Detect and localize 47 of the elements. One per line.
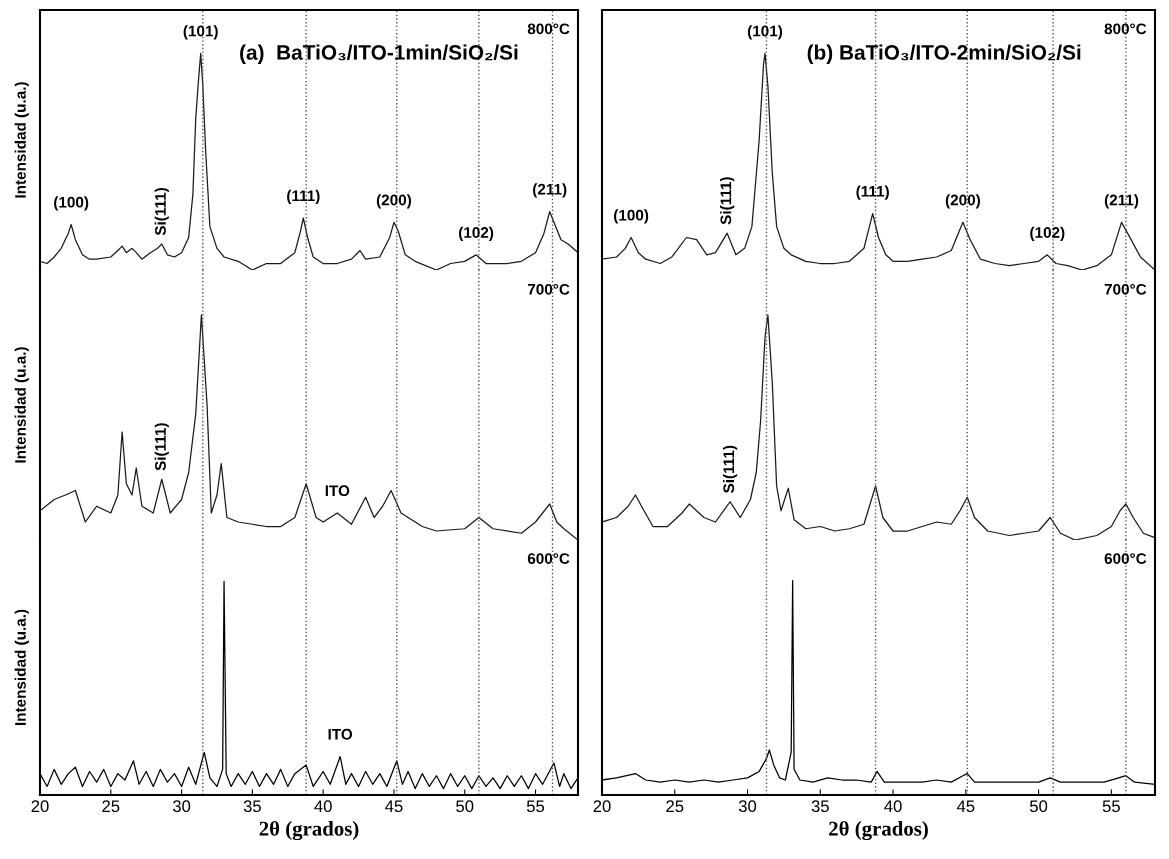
x-axis-title: 2θ (grados) bbox=[829, 820, 928, 841]
x-tick-label: 25 bbox=[666, 800, 684, 813]
annotation: (102) bbox=[1030, 226, 1065, 241]
annotation: ITO bbox=[328, 728, 353, 740]
x-tick-label: 40 bbox=[884, 800, 902, 813]
annotation: (100) bbox=[54, 196, 89, 211]
annotation: (100) bbox=[614, 209, 649, 224]
x-tick-label: 55 bbox=[1102, 800, 1120, 813]
text: 600°C bbox=[1104, 553, 1147, 564]
x-tick-label: 35 bbox=[811, 800, 829, 813]
x-tick-label: 20 bbox=[31, 800, 49, 813]
chart-title: (b) BaTiO₃/ITO-2min/SiO₂/Si bbox=[807, 44, 1081, 64]
chart-title: (a) BaTiO₃/ITO-1min/SiO₂/Si bbox=[240, 44, 518, 64]
x-tick-label: 45 bbox=[385, 800, 403, 813]
x-tick-label: 30 bbox=[738, 800, 757, 813]
x-tick-label: 25 bbox=[102, 800, 120, 813]
x-tick-label: 30 bbox=[172, 800, 191, 813]
text: 700°C bbox=[527, 283, 570, 295]
annotation: (111) bbox=[287, 189, 320, 205]
annotation: (211) bbox=[1104, 194, 1139, 209]
x-tick-label: 55 bbox=[526, 800, 545, 813]
annotation: (101) bbox=[183, 25, 218, 40]
annotation: Si(111) bbox=[154, 188, 169, 236]
annotation: Si(111) bbox=[722, 445, 738, 493]
annotation: (200) bbox=[376, 194, 412, 209]
annotation: (101) bbox=[747, 25, 783, 40]
x-axis-title: 2θ (grados) bbox=[259, 820, 359, 841]
text: 800°C bbox=[527, 23, 570, 35]
text: 600°C bbox=[527, 553, 570, 564]
text: 800°C bbox=[1104, 23, 1147, 35]
y-axis-title: Intensidad (u.a.) bbox=[14, 82, 29, 198]
annotation: (200) bbox=[945, 194, 980, 209]
x-tick-label: 20 bbox=[593, 800, 611, 813]
x-tick-label: 45 bbox=[956, 800, 975, 813]
y-axis-title: Intensidad (u.a.) bbox=[14, 609, 29, 726]
annotation: (211) bbox=[533, 183, 567, 198]
annotation: ITO bbox=[325, 485, 350, 497]
text: 700°C bbox=[1104, 283, 1147, 295]
annotation: Si(111) bbox=[154, 423, 169, 471]
annotation: Si(111) bbox=[720, 177, 735, 225]
annotation: (102) bbox=[458, 226, 494, 241]
x-tick-label: 50 bbox=[456, 800, 474, 813]
x-tick-label: 40 bbox=[314, 800, 332, 813]
x-tick-label: 50 bbox=[1029, 800, 1048, 813]
y-axis-title: Intensidad (u.a.) bbox=[14, 347, 29, 463]
annotation: (111) bbox=[856, 185, 889, 200]
x-tick-label: 35 bbox=[243, 800, 261, 813]
